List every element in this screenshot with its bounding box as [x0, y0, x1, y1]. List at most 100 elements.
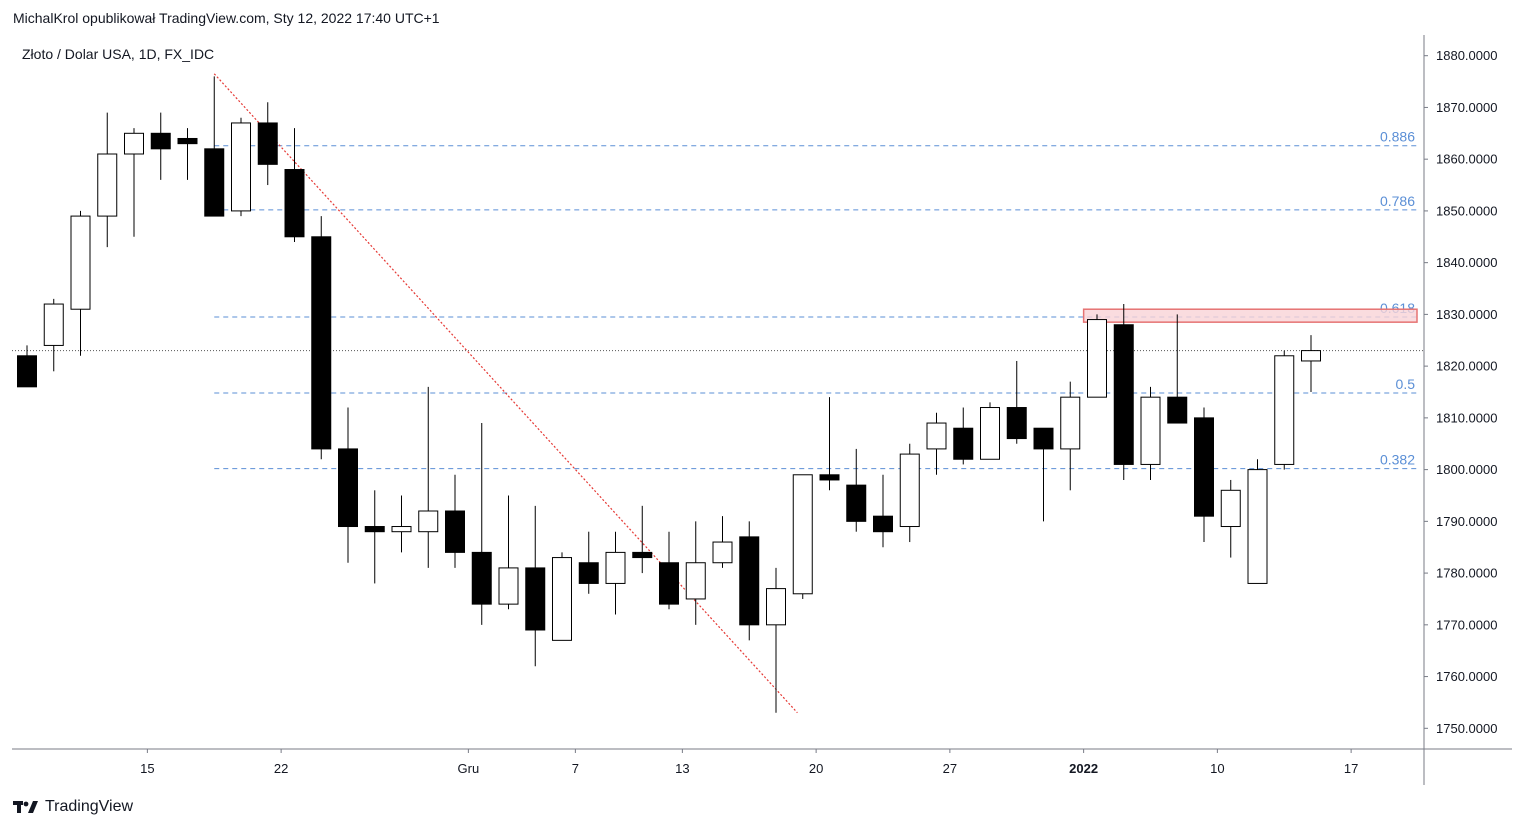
- x-tick-label: 2022: [1069, 761, 1098, 776]
- candle: [124, 128, 144, 237]
- candles: [17, 76, 1321, 713]
- candle: [43, 298, 64, 372]
- x-tick-label: 27: [943, 761, 957, 776]
- publisher-caption: MichalKrol opublikował TradingView.com, …: [13, 10, 440, 26]
- y-tick-label: 1790.0000: [1436, 514, 1497, 529]
- candle: [1113, 304, 1134, 480]
- candle-body: [150, 132, 171, 150]
- candle: [926, 412, 947, 475]
- candle: [445, 474, 465, 568]
- candle-body: [739, 536, 760, 626]
- x-tick-label: 22: [274, 761, 288, 776]
- candle-body: [418, 510, 439, 533]
- candle-body: [1006, 407, 1027, 440]
- candle-body: [953, 427, 974, 460]
- candle-body: [1033, 427, 1054, 450]
- candle-body: [1301, 350, 1321, 362]
- candle-body: [231, 122, 251, 212]
- candle: [70, 210, 91, 356]
- candle: [418, 386, 439, 568]
- y-tick-label: 1770.0000: [1436, 617, 1497, 632]
- candle-body: [980, 407, 1000, 460]
- candle-body: [124, 132, 144, 155]
- candle-body: [445, 510, 465, 553]
- y-tick-label: 1870.0000: [1436, 100, 1497, 115]
- candle-body: [177, 137, 198, 145]
- y-tick-label: 1830.0000: [1436, 307, 1497, 322]
- chart-title: Złoto / Dolar USA, 1D, FX_IDC: [22, 46, 214, 62]
- y-tick-label: 1880.0000: [1436, 48, 1497, 63]
- candle: [1033, 427, 1054, 522]
- axes: 1880.0000 1870.0000 1860.0000 1850.0000 1840…: [12, 35, 1512, 785]
- x-tick-label: 20: [809, 761, 823, 776]
- candle-body: [471, 551, 492, 605]
- candle: [739, 521, 760, 641]
- candle-body: [1087, 319, 1107, 398]
- candle: [899, 443, 920, 543]
- candle-body: [899, 453, 920, 528]
- y-tick-label: 1760.0000: [1436, 669, 1497, 684]
- candle: [1247, 459, 1268, 584]
- candle-body: [43, 303, 64, 346]
- resistance-zone: [1082, 308, 1418, 323]
- candle-body: [578, 562, 599, 584]
- candle: [980, 402, 1000, 460]
- candle: [471, 423, 492, 625]
- candle-body: [1274, 355, 1295, 465]
- candle: [632, 505, 653, 574]
- candle: [311, 216, 332, 460]
- trendline-layer: [213, 73, 798, 714]
- candle: [552, 552, 572, 641]
- tradingview-logo-icon: [13, 800, 39, 814]
- candle-body: [926, 422, 947, 450]
- chart-container[interactable]: 0.886 0.786 0.618 0.5 0.382 1880.0000 1870.00…: [12, 35, 1512, 785]
- candle-body: [1140, 396, 1161, 465]
- candle: [846, 448, 867, 532]
- candle-body: [1060, 396, 1081, 450]
- candle: [284, 128, 305, 242]
- candle-body: [712, 541, 733, 564]
- y-tick-label: 1820.0000: [1436, 359, 1497, 374]
- candle-body: [792, 474, 813, 595]
- y-tick-label: 1860.0000: [1436, 152, 1497, 167]
- y-tick-label: 1850.0000: [1436, 203, 1497, 218]
- candle: [1167, 314, 1188, 424]
- candle: [364, 490, 385, 584]
- candle-body: [284, 169, 305, 238]
- candle: [578, 531, 599, 594]
- candle-body: [1113, 324, 1134, 465]
- y-tick-label: 1750.0000: [1436, 721, 1497, 736]
- fib-level-label: 0.886: [1380, 129, 1415, 145]
- x-tick-label: 13: [675, 761, 689, 776]
- candle-body: [257, 122, 278, 165]
- candle-body: [1167, 396, 1188, 424]
- candle: [177, 128, 198, 180]
- candle-body: [70, 215, 91, 310]
- candle: [766, 567, 786, 713]
- footer-brand[interactable]: TradingView: [13, 798, 133, 816]
- candle: [1301, 335, 1321, 392]
- y-tick-label: 1800.0000: [1436, 462, 1497, 477]
- candle-body: [552, 557, 572, 641]
- candle-body: [819, 474, 840, 481]
- candle-body: [846, 484, 867, 522]
- candle-body: [525, 567, 546, 631]
- candle: [1087, 314, 1107, 398]
- candle: [525, 505, 546, 667]
- candle: [1194, 407, 1214, 543]
- candle: [605, 531, 626, 615]
- fib-level-label: 0.786: [1380, 193, 1415, 209]
- candle-body: [873, 515, 893, 533]
- candle-body: [338, 448, 358, 528]
- candle: [338, 407, 358, 563]
- candle-body: [364, 526, 385, 533]
- trendline: [213, 73, 798, 714]
- x-tick-label: 7: [572, 761, 579, 776]
- x-tick-label: 15: [140, 761, 154, 776]
- candle: [712, 516, 733, 568]
- x-tick-label: Gru: [458, 761, 480, 776]
- candle: [150, 112, 171, 180]
- candle: [1140, 386, 1161, 480]
